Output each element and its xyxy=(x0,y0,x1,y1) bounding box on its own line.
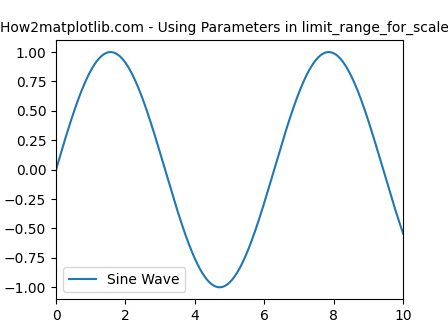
Sine Wave xyxy=(53,168,59,172)
Sine Wave xyxy=(217,285,222,289)
Sine Wave xyxy=(331,51,336,55)
Sine Wave xyxy=(108,50,113,54)
Legend: Sine Wave: Sine Wave xyxy=(63,267,185,292)
Sine Wave xyxy=(89,68,94,72)
Title: How2matplotlib.com - Using Parameters in limit_range_for_scale(): How2matplotlib.com - Using Parameters in… xyxy=(0,21,448,35)
Sine Wave xyxy=(293,101,298,105)
Sine Wave xyxy=(194,261,199,265)
Sine Wave xyxy=(207,280,212,284)
Sine Wave xyxy=(401,232,406,236)
Line: Sine Wave: Sine Wave xyxy=(56,52,403,287)
Sine Wave xyxy=(325,50,330,54)
